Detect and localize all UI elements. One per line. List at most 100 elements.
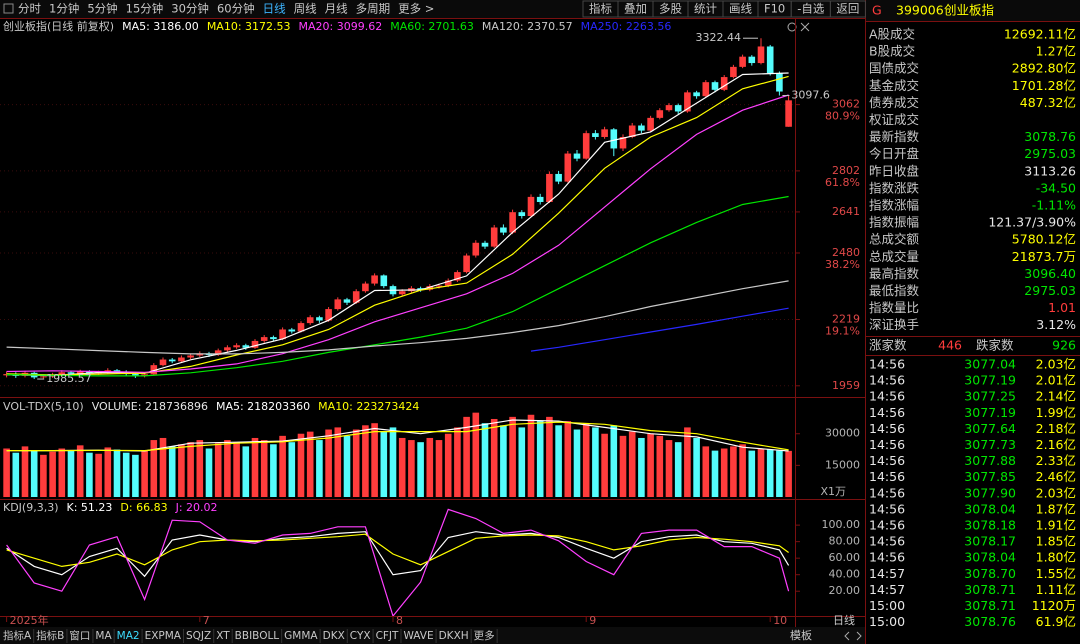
quote-label: 今日开盘 (869, 146, 919, 161)
volume-bar (12, 452, 20, 497)
indicator-tab[interactable]: DKX (323, 630, 345, 642)
scroll-arrows[interactable] (844, 631, 862, 641)
volume-bar (656, 435, 664, 497)
volume-bar (638, 437, 645, 497)
tick-cell: 14:56 (869, 405, 905, 420)
indicator-tab[interactable]: WAVE (403, 630, 433, 642)
indicator-tab[interactable]: BBIBOLL (235, 630, 280, 642)
action-button[interactable] (829, 0, 866, 18)
y-tick-label: 2802 (832, 164, 860, 177)
y-tick-label: 1959 (832, 379, 860, 392)
tick-cell: 2.18亿 (1036, 421, 1076, 436)
volume-bar (472, 412, 480, 497)
tick-cell: 14:56 (869, 453, 905, 468)
period-tab[interactable]: 多周期 (356, 2, 391, 16)
indicator-label: MA60: 2701.63 (390, 20, 474, 33)
candle-body (638, 125, 645, 131)
volume-bar (316, 440, 323, 497)
candle-body (601, 129, 608, 137)
period-tab[interactable]: 日线 (263, 2, 286, 16)
indicator-tab[interactable]: MA (95, 630, 112, 642)
candle-body (288, 329, 296, 332)
volume-bar (785, 450, 792, 497)
indicator-tab[interactable]: 指标B (36, 629, 64, 642)
volume-bar (159, 437, 167, 497)
volume-bar (196, 440, 204, 497)
period-tab[interactable]: 15分钟 (126, 2, 164, 16)
close-icon[interactable] (800, 22, 810, 32)
y-tick-note: 38.2% (825, 258, 860, 271)
volume-bar (95, 453, 102, 497)
candle-body (527, 196, 535, 217)
volume-bar (40, 454, 47, 497)
volume-bar (766, 449, 774, 497)
quote-label: 昨日收盘 (869, 163, 919, 178)
quote-label: 指数涨跌 (869, 180, 920, 195)
indicator-tab[interactable]: CYX (350, 630, 371, 642)
action-label[interactable]: 统计 (694, 2, 717, 16)
action-label[interactable]: 画线 (729, 2, 752, 16)
candle-body (757, 46, 765, 64)
period-tab[interactable]: 60分钟 (217, 2, 255, 16)
action-label[interactable]: 多股 (659, 2, 682, 16)
volume-bar (113, 449, 121, 497)
menu-icon[interactable] (3, 3, 14, 14)
period-tab[interactable]: 更多 > (398, 2, 434, 16)
volume-bar (592, 427, 599, 497)
template-button[interactable]: 模板 (790, 628, 812, 642)
volume-bar (757, 448, 765, 497)
indicator-tab[interactable]: XT (216, 630, 230, 642)
indicator-tab[interactable]: EXPMA (145, 630, 182, 642)
y-tick-label: 2480 (832, 246, 860, 259)
period-tab[interactable]: 5分钟 (87, 2, 117, 16)
candle-body (509, 212, 516, 233)
price-plot (3, 38, 792, 380)
indicator-label: VOL-TDX(5,10) (3, 400, 84, 413)
action-label[interactable]: F10 (764, 2, 785, 16)
indicator-tab[interactable]: MA2 (117, 630, 140, 642)
period-tab[interactable]: 周线 (294, 2, 317, 16)
volume-bar (536, 421, 544, 497)
period-tab[interactable]: 1分钟 (49, 2, 79, 16)
action-label[interactable]: -自选 (797, 2, 825, 16)
indicator-tab[interactable]: CFJT (376, 630, 399, 642)
candle-body (785, 100, 792, 127)
candle-body (647, 117, 654, 131)
candle-body (380, 275, 388, 287)
quote-value: 3113.26 (1024, 163, 1076, 178)
indicator-tab[interactable]: SQJZ (186, 630, 211, 642)
candle-body (58, 372, 66, 375)
indicator-tab[interactable]: 指标A (3, 629, 32, 642)
volume-bar (509, 416, 516, 497)
tick-cell: 1.80亿 (1036, 550, 1076, 565)
action-label[interactable]: 叠加 (624, 2, 647, 16)
action-label[interactable]: 指标 (589, 2, 612, 16)
indicator-tab[interactable]: 窗口 (69, 629, 90, 642)
period-tab[interactable]: 分时 (18, 2, 41, 16)
indicator-tab[interactable]: 更多 (474, 629, 495, 642)
tick-cell: 2.14亿 (1036, 389, 1076, 404)
tick-cell: 2.01亿 (1036, 373, 1076, 388)
period-tab[interactable]: 月线 (325, 2, 348, 16)
indicator-tab[interactable]: GMMA (284, 630, 318, 642)
indicator-tab[interactable]: DKXH (439, 630, 469, 642)
quote-value: 2975.03 (1024, 283, 1076, 298)
tick-cell: 14:56 (869, 421, 905, 436)
tick-cell: 3078.70 (964, 566, 1016, 581)
tick-cell: 14:56 (869, 357, 905, 372)
tick-cell: 2.33亿 (1036, 453, 1076, 468)
candle-body (306, 317, 314, 324)
quote-label: 基金成交 (869, 78, 919, 93)
period-tab[interactable]: 30分钟 (171, 2, 209, 16)
candle-body (242, 345, 250, 348)
volume-bar (665, 440, 673, 497)
volume-bar (527, 414, 535, 497)
volume-bar (132, 454, 139, 497)
volume-bar (776, 450, 783, 497)
volume-bar (371, 423, 378, 497)
candle-body (693, 92, 700, 97)
action-label[interactable]: 返回 (836, 2, 859, 16)
volume-bar (610, 425, 618, 497)
volume-bar (739, 444, 746, 497)
candle-body (417, 288, 424, 290)
